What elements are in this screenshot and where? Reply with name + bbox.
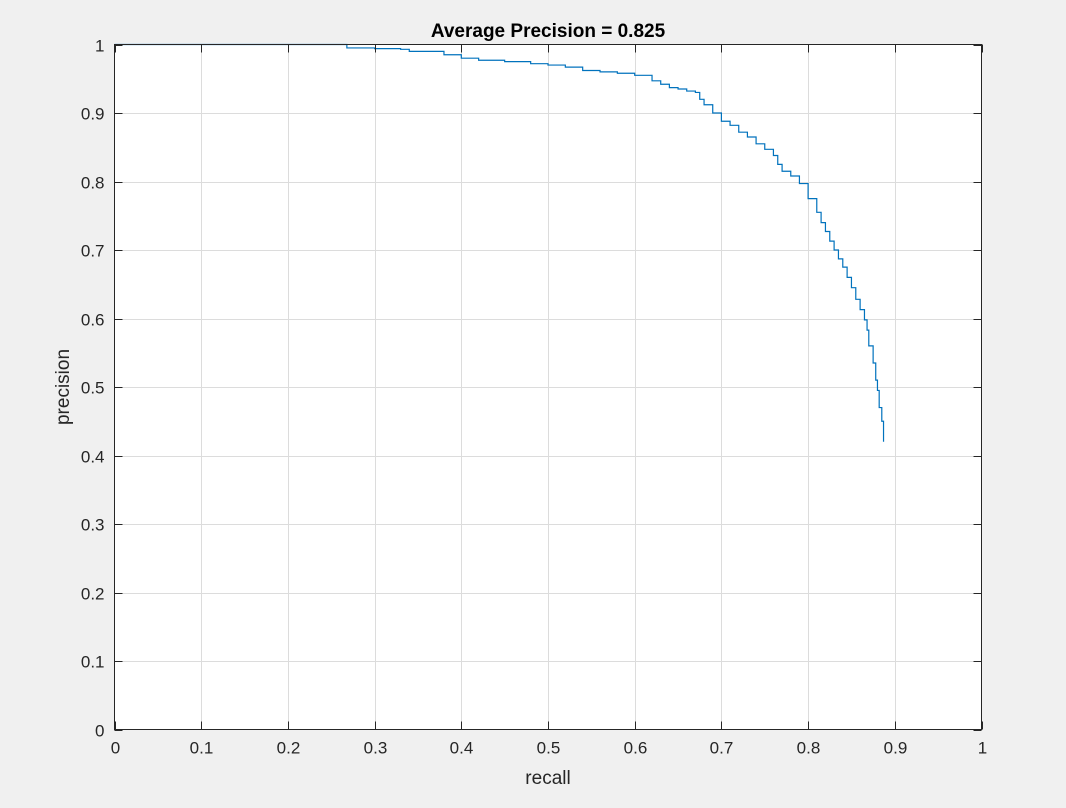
x-tick-label: 0.6 (624, 739, 648, 758)
y-axis-label: precision (53, 349, 74, 425)
y-tick-label: 0.7 (81, 242, 105, 261)
x-tick-label: 0.4 (450, 739, 474, 758)
y-tick-label: 0.4 (81, 448, 105, 467)
y-tick-label: 0 (95, 722, 104, 741)
x-axis-label: recall (525, 768, 570, 789)
y-tick-label: 0.1 (81, 653, 105, 672)
y-tick-label: 0.9 (81, 105, 105, 124)
series-layer (114, 43, 885, 442)
x-tick-label: 0.2 (277, 739, 301, 758)
y-tick-label: 1 (95, 37, 104, 56)
y-tick-label: 0.5 (81, 379, 105, 398)
y-tick-label: 0.2 (81, 585, 105, 604)
x-tick-label: 0.5 (537, 739, 561, 758)
chart-title: Average Precision = 0.825 (431, 21, 666, 42)
y-tick-label: 0.6 (81, 311, 105, 330)
tick-marks (114, 44, 983, 731)
precision-recall-curve (114, 43, 885, 442)
grid-lines (114, 44, 982, 730)
x-tick-label: 0.9 (884, 739, 908, 758)
x-tick-label: 1 (978, 739, 987, 758)
x-tick-label: 0.8 (797, 739, 821, 758)
y-tick-label: 0.3 (81, 516, 105, 535)
y-tick-label: 0.8 (81, 174, 105, 193)
x-tick-label: 0.3 (364, 739, 388, 758)
x-tick-label: 0 (111, 739, 120, 758)
x-tick-labels: 0 0.1 0.2 0.3 0.4 0.5 0.6 0.7 0.8 0.9 1 (111, 739, 987, 758)
y-tick-labels: 0 0.1 0.2 0.3 0.4 0.5 0.6 0.7 0.8 0.9 1 (81, 37, 105, 741)
x-tick-label: 0.1 (190, 739, 214, 758)
x-tick-label: 0.7 (710, 739, 734, 758)
